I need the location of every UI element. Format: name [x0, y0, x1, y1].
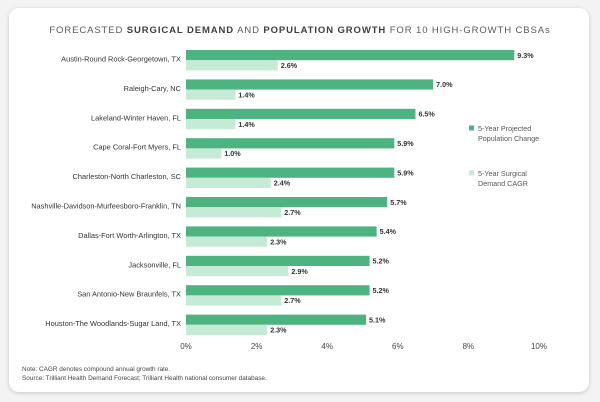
category-label-2: Lakeland-Winter Haven, FL	[91, 113, 181, 122]
bar-group	[186, 50, 515, 335]
value-label-population-4: 5.9%	[397, 168, 414, 177]
category-label-6: Dallas-Fort Worth-Arlington, TX	[78, 231, 181, 240]
bar-surgical-4	[186, 177, 271, 188]
value-label-surgical-3: 1.0%	[224, 149, 241, 158]
value-label-population-0: 9.3%	[517, 51, 534, 60]
category-labels: Austin-Round Rock-Georgetown, TX Raleigh-…	[31, 55, 181, 329]
bar-surgical-2	[186, 119, 236, 130]
value-label-population-8: 5.2%	[373, 286, 390, 295]
value-label-population-2: 6.5%	[418, 110, 435, 119]
x-axis: 0% 2% 4% 6% 8% 10%	[180, 342, 547, 351]
value-label-surgical-8: 2.7%	[284, 296, 301, 305]
value-label-population-3: 5.9%	[397, 139, 414, 148]
note-source: Source: Trilliant Health Demand Forecast…	[22, 375, 267, 382]
bar-population-1	[186, 79, 434, 90]
value-label-surgical-6: 2.3%	[270, 237, 287, 246]
legend-label-surgical-1: Demand CAGR	[478, 179, 528, 188]
category-label-7: Jacksonville, FL	[128, 260, 181, 269]
value-label-population-9: 5.1%	[369, 315, 386, 324]
legend-swatch-surgical	[469, 170, 474, 176]
value-label-surgical-4: 2.4%	[274, 179, 291, 188]
legend-label-population-0: 5-Year Projected	[478, 124, 531, 133]
value-label-surgical-2: 1.4%	[238, 120, 255, 129]
category-label-0: Austin-Round Rock-Georgetown, TX	[61, 55, 181, 64]
value-label-surgical-5: 2.7%	[284, 208, 301, 217]
x-tick-label-3: 6%	[392, 342, 404, 351]
bar-surgical-0	[186, 60, 278, 71]
bar-population-3	[186, 138, 395, 149]
bar-surgical-8	[186, 295, 282, 306]
bar-population-5	[186, 197, 388, 208]
bar-population-0	[186, 50, 515, 61]
title-part-1: SURGICAL DEMAND	[127, 25, 234, 36]
value-label-surgical-0: 2.6%	[281, 61, 298, 70]
bar-surgical-1	[186, 89, 236, 100]
chart-title: FORECASTED SURGICAL DEMAND AND POPULATIO…	[49, 25, 550, 36]
title-part-2: AND	[234, 25, 263, 36]
note-cagr: Note: CAGR denotes compound annual growt…	[22, 366, 170, 373]
category-label-4: Charleston-North Charleston, SC	[73, 172, 182, 181]
bar-surgical-7	[186, 266, 289, 277]
x-tick-label-0: 0%	[180, 342, 192, 351]
bar-surgical-5	[186, 207, 282, 218]
title-part-0: FORECASTED	[49, 25, 126, 36]
value-labels: 9.3% 2.6% 7.0% 1.4% 6.5% 1.4% 5.9% 1.0% 5.9% 2.4%…	[224, 51, 534, 335]
bar-population-8	[186, 285, 370, 296]
x-tick-label-1: 2%	[251, 342, 263, 351]
category-label-3: Cape Coral-Fort Myers, FL	[93, 143, 181, 152]
x-tick-label-5: 10%	[531, 342, 547, 351]
value-label-population-5: 5.7%	[390, 198, 407, 207]
bar-surgical-9	[186, 324, 268, 335]
value-label-surgical-9: 2.3%	[270, 326, 287, 335]
footnotes: Note: CAGR denotes compound annual growt…	[22, 366, 267, 382]
value-label-surgical-1: 1.4%	[238, 90, 255, 99]
category-label-8: San Antonio-New Braunfels, TX	[77, 290, 181, 299]
legend-label-surgical-0: 5-Year Surgical	[478, 169, 527, 178]
value-label-population-7: 5.2%	[373, 257, 390, 266]
bar-population-6	[186, 226, 377, 237]
category-label-1: Raleigh-Cary, NC	[124, 84, 182, 93]
value-label-population-1: 7.0%	[436, 80, 453, 89]
bar-population-2	[186, 108, 416, 119]
category-label-5: Nashville-Davidson-Murfeesboro-Franklin,…	[31, 202, 181, 211]
title-part-3: POPULATION GROWTH	[263, 25, 386, 36]
legend-swatch-population	[469, 125, 474, 131]
bar-surgical-3	[186, 148, 222, 159]
category-label-9: Houston-The Woodlands-Sugar Land, TX	[45, 319, 181, 328]
title-part-4: FOR 10 HIGH-GROWTH CBSAs	[386, 25, 550, 36]
x-tick-label-2: 4%	[321, 342, 333, 351]
value-label-population-6: 5.4%	[380, 227, 397, 236]
bar-population-9	[186, 314, 367, 325]
x-tick-label-4: 8%	[463, 342, 475, 351]
bar-surgical-6	[186, 236, 268, 247]
value-label-surgical-7: 2.9%	[291, 267, 308, 276]
bar-population-7	[186, 255, 370, 266]
bar-population-4	[186, 167, 395, 178]
legend-label-population-1: Population Change	[478, 134, 539, 143]
